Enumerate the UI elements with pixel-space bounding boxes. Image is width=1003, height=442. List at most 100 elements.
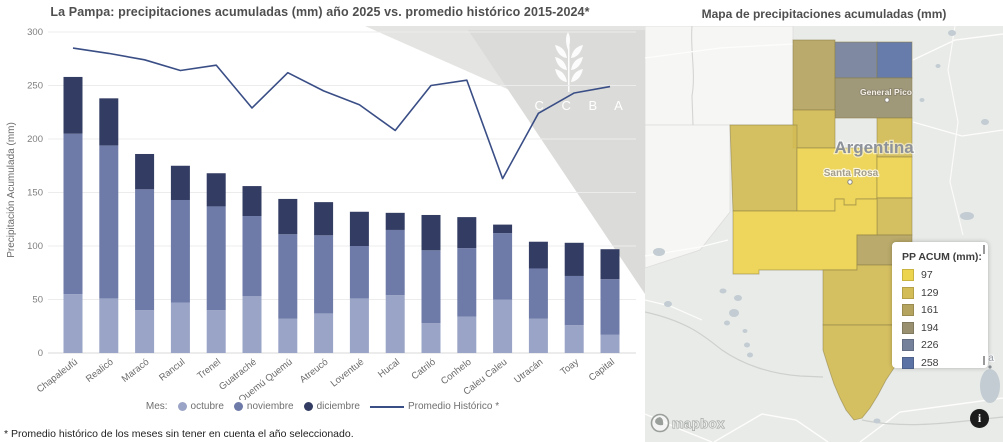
map-title: Mapa de precipitaciones acumuladas (mm) [701,7,947,21]
x-tick-label: Atreucó [298,357,331,386]
bar-segment-noviembre[interactable] [385,229,405,296]
country-label: Argentina [834,138,914,157]
department-polygon[interactable] [876,156,913,199]
legend-swatch [902,356,914,369]
bar-segment-octubre[interactable] [421,323,441,353]
bar-segment-octubre[interactable] [564,325,584,353]
map-legend: PP ACUM (mm): 97 129 161 194 226 258 [892,242,988,369]
bar-segment-diciembre[interactable] [63,76,83,134]
promedio-historico-line[interactable] [72,47,611,180]
bar-segment-noviembre[interactable] [170,199,190,303]
bar-segment-diciembre[interactable] [99,98,119,146]
bar-segment-octubre[interactable] [135,310,155,353]
bar-segment-octubre[interactable] [206,310,226,353]
bar-segment-noviembre[interactable] [314,235,334,314]
x-tick-label: Realicó [84,357,116,385]
bar-segment-octubre[interactable] [314,313,334,353]
bar-segment-octubre[interactable] [600,334,620,353]
y-tick-label: 0 [38,348,43,359]
bar-segment-octubre[interactable] [63,294,83,353]
department-polygon[interactable] [876,197,913,236]
map-roads [645,26,1003,442]
bar-segment-noviembre[interactable] [457,248,477,317]
department-polygon[interactable] [834,41,878,79]
bar-segment-octubre[interactable] [99,298,119,353]
legend-item-octubre[interactable]: octubre [177,401,224,412]
bar-segment-diciembre[interactable] [564,242,584,276]
city-label-santa-rosa: Santa Rosa [824,168,879,179]
legend-item-diciembre[interactable]: diciembre [303,401,360,412]
department-polygon[interactable] [792,109,836,149]
bar-segment-noviembre[interactable] [278,234,298,319]
bar-segment-diciembre[interactable] [385,212,405,230]
bar-segment-octubre[interactable] [242,296,262,353]
bar-segment-noviembre[interactable] [206,206,226,311]
legend-line-swatch [369,405,404,408]
legend-value: 161 [921,304,939,316]
bar-segment-octubre[interactable] [457,316,477,353]
legend-item-noviembre[interactable]: noviembre [233,401,294,412]
bar-segment-diciembre[interactable] [278,198,298,235]
legend-swatch [902,286,914,299]
legend-value: 129 [921,286,939,299]
bar-segment-noviembre[interactable] [242,216,262,297]
bar-segment-diciembre[interactable] [206,173,226,207]
map-legend-entry: 129 [902,286,988,299]
mapbox-logo[interactable]: mapbox [650,413,726,433]
x-tick-label: Hucal [376,357,402,381]
bar-segment-diciembre[interactable] [600,249,620,280]
department-polygon[interactable] [876,41,913,79]
chart-legend: Mes: octubre noviembre diciembre Promedio H… [0,401,645,412]
bar-segment-diciembre[interactable] [135,153,155,190]
legend-scroll-tick [983,245,985,254]
bar-segment-octubre[interactable] [170,302,190,353]
city-marker-partial [988,365,992,369]
y-axis-title: Precipitación Acumulada (mm) [6,122,17,258]
precipitation-chart-panel: B C C B A La Pampa: precipitaciones acum… [0,0,645,440]
bar-segment-octubre[interactable] [278,318,298,353]
bar-segment-diciembre[interactable] [528,241,548,269]
bar-segment-octubre[interactable] [385,295,405,353]
stacked-bar-chart[interactable]: 0 50 100 150 200 250 300 Precipitación Acumulad… [0,0,645,400]
y-tick-label: 300 [27,27,43,38]
legend-swatch [902,321,914,334]
bar-segment-noviembre[interactable] [421,250,441,324]
department-polygon[interactable] [732,198,878,275]
department-polygon[interactable] [792,39,836,111]
bar-segment-diciembre[interactable] [242,186,262,217]
bar-segment-noviembre[interactable] [135,189,155,311]
bar-segment-noviembre[interactable] [99,145,119,299]
y-tick-label: 150 [27,188,43,199]
department-polygon[interactable] [834,77,913,119]
legend-swatch [902,269,914,281]
bar-segment-diciembre[interactable] [493,224,513,234]
bar-segment-noviembre[interactable] [493,233,513,300]
bar-segment-noviembre[interactable] [600,279,620,335]
choropleth-map[interactable]: Argentina General Pico Santa Rosa a Bla … [645,26,1003,442]
bar-segment-diciembre[interactable] [314,202,334,236]
bar-segment-octubre[interactable] [528,318,548,353]
map-legend-entry: 97 [902,269,988,281]
x-tick-label: Toay [558,357,581,378]
legend-label: Promedio Histórico * [407,401,500,412]
bar-segment-diciembre[interactable] [421,214,441,251]
legend-item-promedio[interactable]: Promedio Histórico * [369,401,500,412]
bar-segment-noviembre[interactable] [63,133,83,295]
bar-segment-noviembre[interactable] [564,275,584,326]
legend-value: 226 [921,339,939,351]
bar-segment-noviembre[interactable] [349,246,369,299]
bar-segment-octubre[interactable] [349,298,369,353]
legend-prefix: Mes: [145,401,168,412]
legend-swatch [902,304,914,316]
bar-segment-noviembre[interactable] [528,268,548,319]
bar-segment-diciembre[interactable] [170,165,190,200]
legend-value: 194 [921,321,939,334]
legend-scroll-tick [983,356,985,365]
bar-segment-diciembre[interactable] [457,217,477,249]
legend-dot [303,402,313,411]
bar-segment-diciembre[interactable] [349,211,369,246]
map-legend-entry: 161 [902,304,988,316]
info-button[interactable]: i [970,409,989,428]
bar-segment-octubre[interactable] [493,299,513,354]
department-polygon[interactable] [729,124,798,212]
